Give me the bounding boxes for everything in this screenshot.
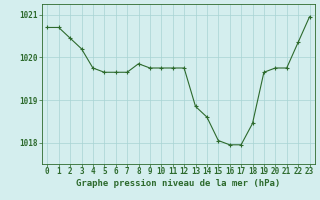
X-axis label: Graphe pression niveau de la mer (hPa): Graphe pression niveau de la mer (hPa) bbox=[76, 179, 281, 188]
